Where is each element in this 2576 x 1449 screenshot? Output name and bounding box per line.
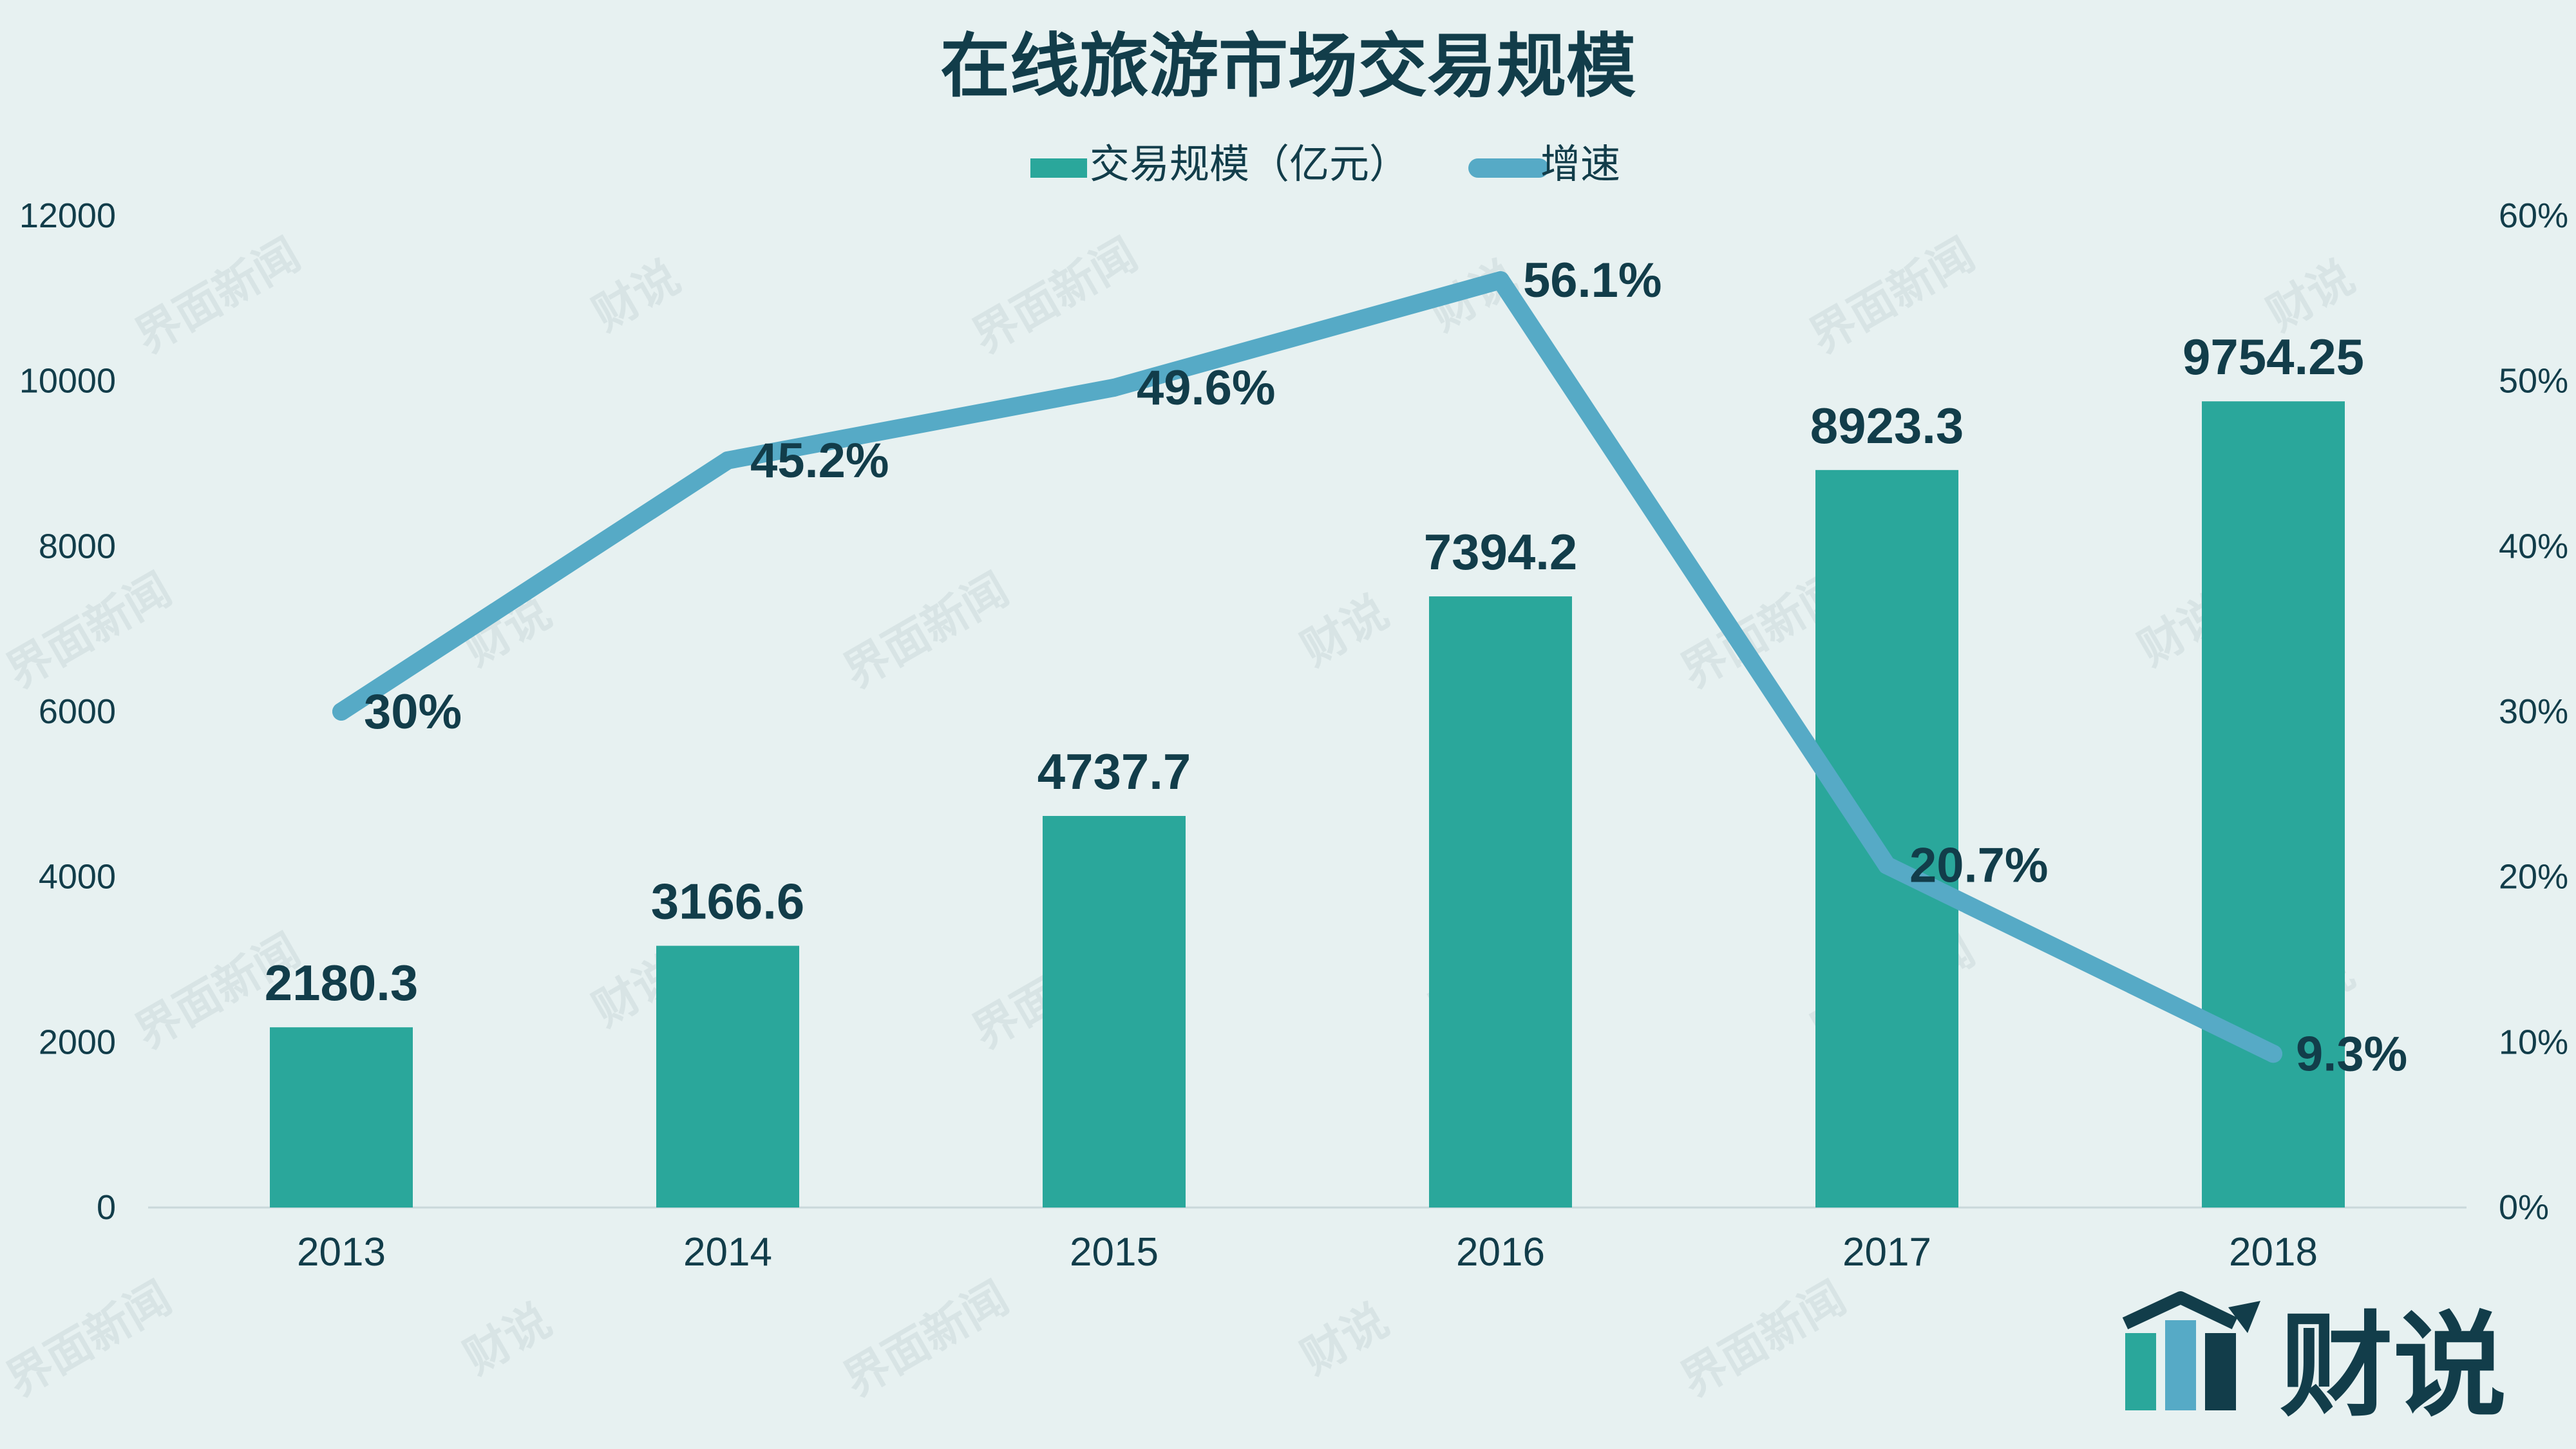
line-data-label: 20.7%: [1909, 838, 2049, 893]
legend-swatch-bar: [1030, 158, 1087, 178]
brand-logo: 财说: [2122, 1291, 2506, 1432]
y-left-tick-label: 0: [97, 1188, 116, 1227]
bar-data-label: 3166.6: [651, 873, 805, 930]
line-point: [1492, 271, 1510, 290]
y-right-tick-label: 20%: [2499, 858, 2568, 896]
y-left-tick-label: 6000: [39, 692, 116, 731]
x-tick-label: 2013: [297, 1230, 386, 1274]
bar-data-label: 2180.3: [265, 954, 419, 1011]
legend-label-bar: 交易规模（亿元）: [1090, 140, 1409, 187]
bar: [2202, 401, 2345, 1208]
x-tick-label: 2018: [2229, 1230, 2318, 1274]
x-tick-label: 2015: [1070, 1230, 1159, 1274]
line-data-label: 30%: [364, 685, 462, 739]
growth-line: [332, 271, 2282, 1063]
legend-label-line: 增速: [1540, 140, 1620, 187]
x-tick-label: 2014: [683, 1230, 772, 1274]
x-tick-label: 2017: [1842, 1230, 1931, 1274]
y-right-tick-label: 40%: [2499, 527, 2568, 565]
line-point: [2264, 1045, 2282, 1063]
bar-data-label: 4737.7: [1037, 743, 1191, 800]
y-left-tick-label: 8000: [39, 527, 116, 565]
y-right-tick-label: 60%: [2499, 196, 2568, 235]
brand-logo-text: 财说: [2280, 1300, 2506, 1432]
legend: 交易规模（亿元） 增速: [1030, 140, 1620, 187]
axes: 0 2000 4000 6000 8000 10000 12000 0% 10% 20% 30% 40…: [19, 196, 2568, 1274]
bar-data-label: 7394.2: [1424, 524, 1578, 580]
x-tick-label: 2016: [1456, 1230, 1545, 1274]
y-right-tick-label: 0%: [2499, 1188, 2549, 1227]
bar: [656, 945, 799, 1208]
line-series: [332, 271, 2282, 1063]
chart-title: 在线旅游市场交易规模: [940, 26, 1636, 107]
bar-chart-arrow-icon: [2122, 1291, 2260, 1410]
y-right-tick-label: 50%: [2499, 362, 2568, 401]
y-left-tick-label: 10000: [19, 362, 116, 401]
line-point: [332, 703, 350, 721]
bar-data-label: 8923.3: [1810, 397, 1964, 454]
bar-data-label: 9754.25: [2183, 328, 2364, 385]
y-left-tick-label: 2000: [39, 1023, 116, 1061]
data-labels: 2180.3 3166.6 4737.7 7394.2 8923.3 9754.25 30%…: [265, 253, 2408, 1081]
line-data-label: 56.1%: [1523, 253, 1662, 308]
bar: [1815, 469, 1958, 1208]
line-data-label: 49.6%: [1137, 361, 1276, 415]
y-right-tick-label: 10%: [2499, 1023, 2568, 1061]
bar: [1043, 815, 1186, 1208]
bar-series: [270, 401, 2345, 1208]
bar: [1429, 596, 1572, 1208]
y-right-tick-label: 30%: [2499, 692, 2568, 731]
line-point: [719, 451, 737, 469]
y-left-tick-label: 4000: [39, 858, 116, 896]
line-data-label: 9.3%: [2296, 1027, 2407, 1081]
line-data-label: 45.2%: [750, 433, 889, 488]
line-point: [1105, 378, 1123, 397]
y-left-tick-label: 12000: [19, 196, 116, 235]
bar: [270, 1027, 413, 1208]
line-point: [1878, 856, 1896, 875]
